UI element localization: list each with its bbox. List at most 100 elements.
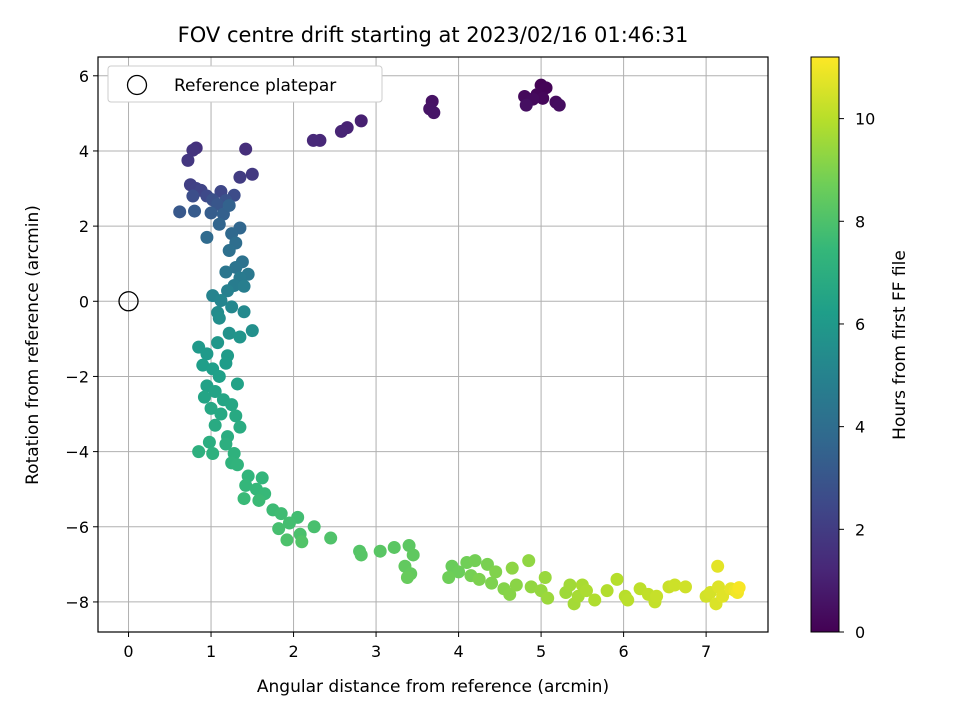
data-point: [225, 300, 239, 314]
data-point: [295, 535, 309, 549]
y-tick-label: 6: [79, 67, 89, 86]
legend-label: Reference platepar: [174, 76, 336, 96]
data-point: [650, 589, 664, 603]
data-point: [208, 384, 222, 398]
colorbar-tick-label: 8: [855, 212, 865, 231]
data-point: [588, 593, 602, 607]
data-point: [237, 305, 251, 319]
data-point: [211, 336, 225, 350]
data-point: [212, 311, 226, 325]
y-axis-label: Rotation from reference (arcmin): [23, 205, 43, 485]
grid: [98, 57, 768, 632]
data-point: [373, 544, 387, 558]
data-point: [522, 554, 536, 568]
data-points: [118, 78, 746, 611]
data-point: [197, 390, 211, 404]
data-point: [230, 458, 244, 472]
data-point: [538, 571, 552, 585]
data-point: [324, 531, 338, 545]
data-point: [239, 142, 253, 156]
colorbar-tick-label: 6: [855, 315, 865, 334]
data-point: [387, 540, 401, 554]
data-point: [222, 198, 236, 212]
y-tick-label: −2: [65, 367, 89, 386]
data-point: [219, 437, 233, 451]
x-tick-label: 4: [453, 642, 463, 661]
data-point: [237, 279, 251, 293]
legend-marker: [126, 74, 148, 96]
data-point: [519, 98, 533, 112]
colorbar-ticks: 0 2 4 6 8 10: [839, 110, 875, 642]
data-point: [452, 565, 466, 579]
x-tick-label: 6: [619, 642, 629, 661]
data-point: [354, 114, 368, 128]
data-point: [188, 204, 202, 218]
data-point: [563, 578, 577, 592]
x-tick-label: 2: [288, 642, 298, 661]
y-tick-label: −6: [65, 518, 89, 537]
data-point: [233, 170, 247, 184]
data-point: [539, 81, 553, 95]
data-point: [427, 106, 441, 120]
data-point: [233, 330, 247, 344]
x-tick-label: 0: [123, 642, 133, 661]
colorbar-tick-label: 0: [855, 623, 865, 642]
data-point: [212, 369, 226, 383]
data-point: [225, 398, 239, 412]
colorbar-label: Hours from first FF file: [890, 250, 910, 440]
data-point: [212, 217, 226, 231]
data-point: [503, 587, 517, 601]
data-point: [206, 446, 220, 460]
colorbar-gradient: [810, 56, 840, 633]
data-point: [173, 205, 187, 219]
data-point: [252, 493, 266, 507]
data-point: [196, 358, 210, 372]
data-point: [219, 356, 233, 370]
data-point: [272, 522, 286, 536]
data-point: [505, 561, 519, 575]
data-point: [200, 347, 214, 361]
data-point: [524, 580, 538, 594]
data-point: [222, 244, 236, 258]
data-point: [280, 533, 294, 547]
data-point: [541, 591, 555, 605]
data-point: [208, 418, 222, 432]
legend-box: [107, 65, 383, 103]
data-point: [186, 189, 200, 203]
data-point: [229, 260, 243, 274]
data-point: [621, 593, 635, 607]
data-point: [192, 445, 206, 459]
data-point: [245, 324, 259, 338]
data-point: [214, 407, 228, 421]
data-point: [306, 133, 320, 147]
data-point: [716, 589, 730, 603]
data-point: [230, 377, 244, 391]
data-point: [307, 520, 321, 534]
data-point: [222, 326, 236, 340]
colorbar: 0 2 4 6 8 10 Hours from first FF file: [810, 56, 910, 642]
colorbar-tick-label: 10: [855, 110, 875, 129]
data-point: [406, 548, 420, 562]
data-point: [214, 294, 228, 308]
legend: Reference platepar: [107, 65, 383, 103]
data-point: [239, 478, 253, 492]
data-point: [221, 284, 235, 298]
x-tick-label: 7: [701, 642, 711, 661]
data-point: [485, 576, 499, 590]
data-point: [202, 435, 216, 449]
y-axis-ticks: −8 −6 −4 −2 0 2 4 6: [65, 67, 98, 612]
data-point: [509, 578, 523, 592]
data-point: [237, 492, 251, 506]
colorbar-tick-label: 2: [855, 520, 865, 539]
x-tick-label: 3: [371, 642, 381, 661]
x-axis-label: Angular distance from reference (arcmin): [257, 677, 609, 697]
data-point: [204, 206, 218, 220]
data-point: [668, 578, 682, 592]
plot-frame: [97, 56, 769, 633]
data-point: [354, 548, 368, 562]
data-point: [245, 167, 259, 181]
data-point: [219, 265, 233, 279]
data-point: [489, 565, 503, 579]
data-point: [579, 584, 593, 598]
